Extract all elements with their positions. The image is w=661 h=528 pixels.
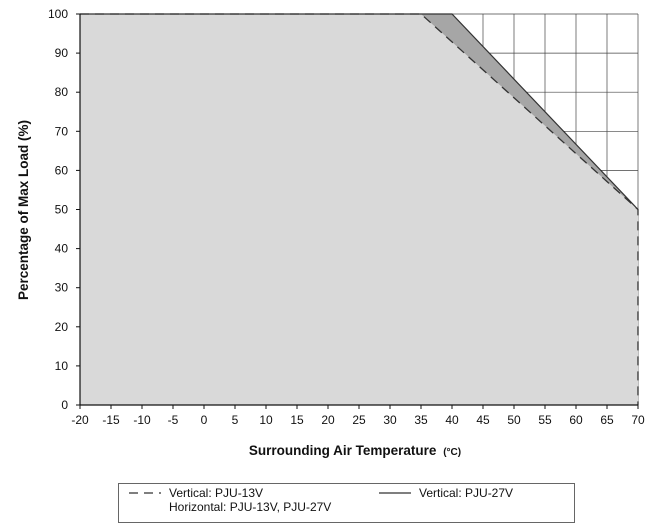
legend-solid-line-1: Vertical: PJU-27V: [419, 486, 514, 500]
area-fills: [80, 14, 638, 405]
x-axis-unit: (°C): [443, 447, 461, 458]
y-tick-label: 80: [55, 85, 69, 99]
legend: Vertical: PJU-13V Horizontal: PJU-13V, P…: [118, 483, 575, 523]
y-tick-label: 30: [55, 281, 69, 295]
y-axis-label: Percentage of Max Load (%): [16, 120, 31, 300]
x-tick-label: 15: [290, 413, 304, 427]
x-tick-label: -10: [133, 413, 151, 427]
legend-dashed-line-1: Vertical: PJU-13V: [169, 486, 264, 500]
y-tick-label: 90: [55, 46, 69, 60]
x-tick-label: 0: [201, 413, 208, 427]
x-tick-label: 65: [600, 413, 614, 427]
x-tick-label: -20: [71, 413, 89, 427]
x-tick-label: 20: [321, 413, 335, 427]
x-tick-label: 5: [232, 413, 239, 427]
legend-dashed-line-2: Horizontal: PJU-13V, PJU-27V: [169, 500, 332, 514]
x-axis-label: Surrounding Air Temperature (°C): [249, 443, 461, 458]
y-tick-labels: 0 10 20 30 40 50 60 70 80 90 100: [48, 7, 80, 412]
y-tick-label: 10: [55, 359, 69, 373]
x-axis-label-text: Surrounding Air Temperature: [249, 443, 437, 458]
area-below-dashed: [80, 14, 638, 405]
x-tick-label: 45: [476, 413, 490, 427]
y-tick-label: 40: [55, 242, 69, 256]
y-tick-label: 60: [55, 163, 69, 177]
x-tick-label: 55: [538, 413, 552, 427]
x-tick-label: 35: [414, 413, 428, 427]
series-lines: [80, 13, 639, 405]
y-tick-label: 20: [55, 320, 69, 334]
x-tick-labels: -20 -15 -10 -5 0 5 10 15 20 25 30 35 40 45 50 55 60 65 70: [71, 405, 645, 427]
x-tick-label: 50: [507, 413, 521, 427]
x-tick-label: -15: [102, 413, 120, 427]
x-tick-label: 25: [352, 413, 366, 427]
derating-chart: -20 -15 -10 -5 0 5 10 15 20 25 30 35 40 45 50 55 60 65 70 …: [16, 7, 645, 458]
legend-item-dashed: Vertical: PJU-13V Horizontal: PJU-13V, P…: [129, 486, 331, 514]
legend-item-solid: Vertical: PJU-27V: [379, 486, 513, 500]
x-tick-label: 40: [445, 413, 459, 427]
series-line-dashed: [80, 13, 639, 405]
y-tick-label: 100: [48, 7, 68, 21]
x-tick-label: -5: [168, 413, 179, 427]
y-tick-label: 0: [61, 398, 68, 412]
x-tick-label: 10: [259, 413, 273, 427]
dashed-line-swatch: [129, 492, 161, 494]
x-tick-label: 60: [569, 413, 583, 427]
solid-line-swatch: [379, 492, 411, 494]
x-tick-label: 70: [631, 413, 645, 427]
y-tick-label: 70: [55, 124, 69, 138]
y-tick-label: 50: [55, 203, 69, 217]
x-tick-label: 30: [383, 413, 397, 427]
